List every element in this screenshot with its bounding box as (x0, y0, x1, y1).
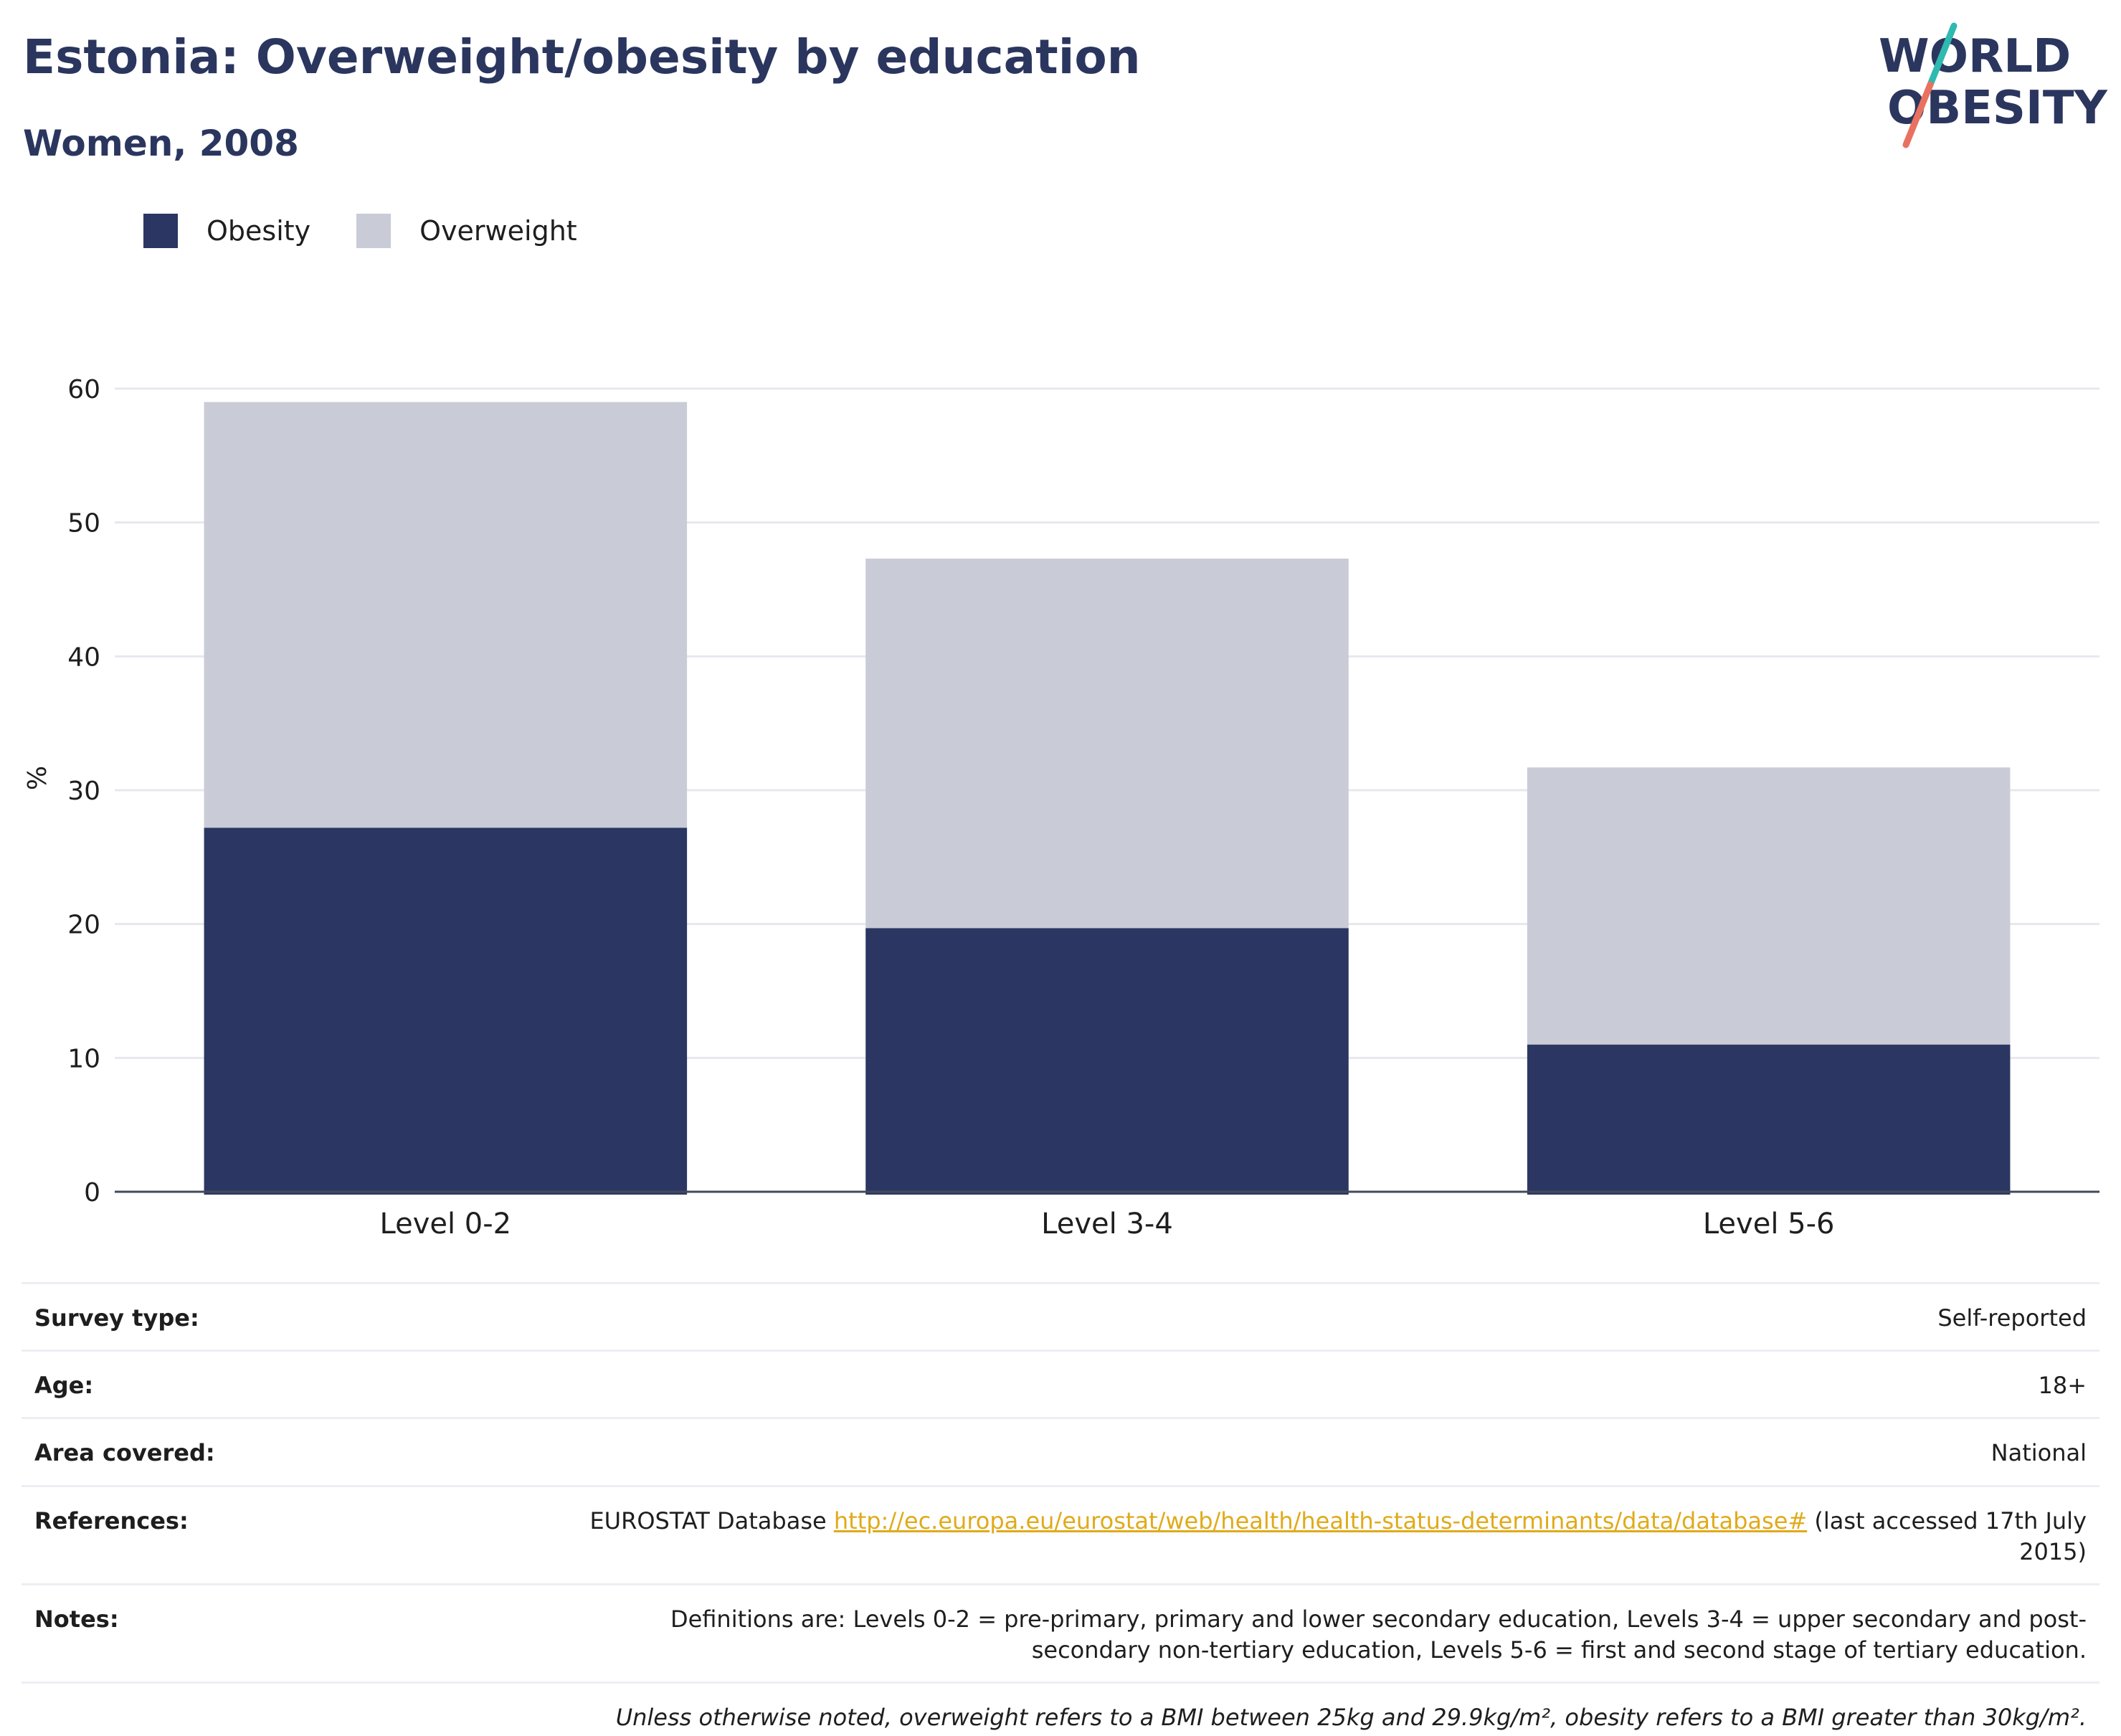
metadata-value: Self-reported (1937, 1304, 2087, 1332)
y-tick-label: 0 (84, 1178, 100, 1208)
metadata-label: Area covered: (34, 1439, 215, 1467)
bar-obesity-3 (1527, 1044, 2011, 1195)
x-tick-label: Level 3-4 (1041, 1208, 1173, 1241)
y-tick-label: 10 (67, 1044, 100, 1073)
y-tick-label: 60 (67, 375, 100, 404)
y-tick-label: 40 (67, 642, 100, 672)
chart-title: Estonia: Overweight/obesity by education (23, 29, 1141, 85)
legend-swatch-overweight (356, 214, 392, 248)
axis-layer: 0 10 20 30 40 50 60 Level 0-2 Level 3-4 Level 5-6 (67, 375, 2099, 1241)
reference-suffix: (last accessed 17th July 2015) (1807, 1507, 2087, 1565)
y-tick-label: 30 (67, 777, 100, 806)
metadata-row: Notes: Definitions are: Levels 0-2 = pre-… (22, 1583, 2099, 1682)
logo-slash-coral (1902, 81, 1934, 148)
bar-overweight-1 (204, 402, 688, 828)
legend-label-overweight: Overweight (419, 215, 577, 247)
reference-prefix: EUROSTAT Database (589, 1507, 834, 1535)
chart-subtitle: Women, 2008 (23, 123, 299, 164)
x-tick-label: Level 0-2 (380, 1208, 512, 1241)
definition-footnote: Unless otherwise noted, overweight refer… (22, 1682, 2099, 1736)
chart-legend: Obesity Overweight (143, 214, 623, 248)
legend-item-overweight: Overweight (356, 214, 577, 248)
y-tick-label: 50 (67, 509, 100, 539)
metadata-label: Age: (34, 1372, 94, 1400)
metadata-value: National (1990, 1439, 2087, 1467)
metadata-label: Notes: (34, 1605, 119, 1633)
metadata-value: 18+ (2038, 1372, 2087, 1400)
y-axis-label: % (23, 766, 52, 790)
bar-overweight-3 (1527, 767, 2011, 1045)
stacked-bar-chart: 0 10 20 30 40 50 60 Level 0-2 Level 3-4 Level 5-6… (23, 375, 2099, 1241)
metadata-row: Area covered: National (22, 1417, 2099, 1484)
logo-slash-teal (1927, 22, 1958, 88)
reference-link[interactable]: http://ec.europa.eu/eurostat/web/health/… (833, 1507, 1808, 1535)
bar-overweight-2 (865, 559, 1349, 929)
metadata-label: References: (34, 1507, 189, 1535)
bars-layer (204, 402, 2011, 1195)
logo-line-world: WORLD (1879, 30, 2071, 83)
world-obesity-logo: WORLD OBESITY (1879, 22, 2107, 148)
metadata-value: EUROSTAT Database http://ec.europa.eu/eu… (581, 1506, 2087, 1567)
metadata-row: References: EUROSTAT Database http://ec.e… (22, 1484, 2099, 1583)
metadata-label: Survey type: (34, 1304, 199, 1332)
metadata-value: Definitions are: Levels 0-2 = pre-primar… (670, 1605, 2087, 1664)
legend-swatch-obesity (143, 214, 178, 248)
metadata-row: Age: 18+ (22, 1350, 2099, 1417)
y-tick-label: 20 (67, 911, 100, 940)
metadata-table: Survey type: Self-reported Age: 18+ Area cov… (22, 1282, 2099, 1736)
legend-item-obesity: Obesity (143, 214, 310, 248)
legend-label-obesity: Obesity (207, 215, 311, 247)
metadata-row: Survey type: Self-reported (22, 1282, 2099, 1350)
x-tick-label: Level 5-6 (1703, 1208, 1835, 1241)
bar-obesity-1 (204, 827, 688, 1195)
bar-obesity-2 (865, 928, 1349, 1195)
